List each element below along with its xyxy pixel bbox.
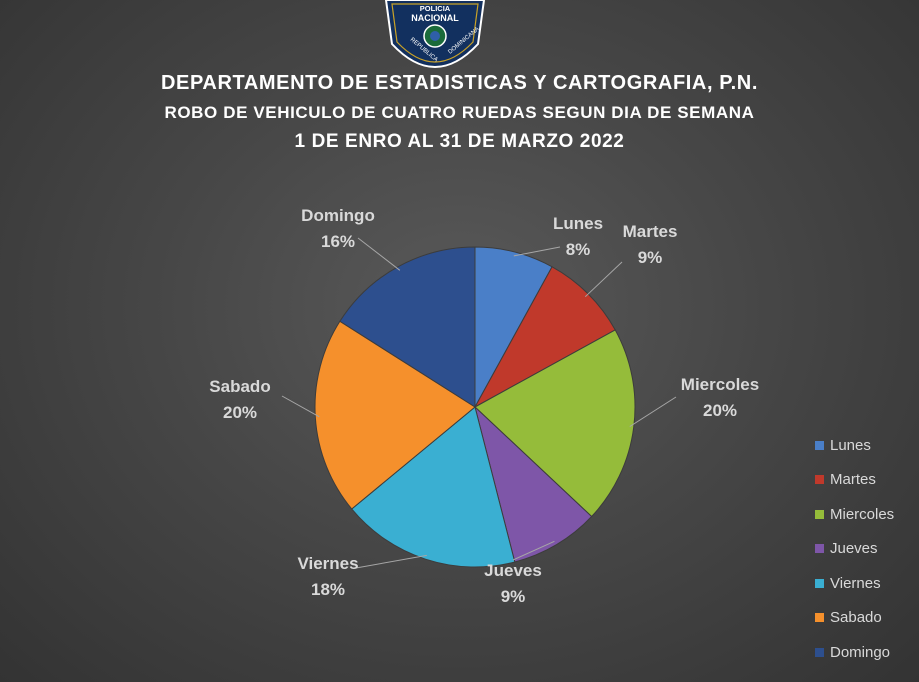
leader-line-miercoles <box>629 396 677 427</box>
logo-line2: NACIONAL <box>411 13 459 23</box>
legend-item-viernes: Viernes <box>815 566 919 601</box>
data-label-lunes: Lunes 8% <box>553 214 603 259</box>
pie-slice-domingo <box>339 246 476 408</box>
pie-slice-sabado <box>314 320 476 510</box>
legend-label: Lunes <box>830 436 871 454</box>
data-label-domingo: Domingo 16% <box>301 206 375 251</box>
leader-line-viernes <box>355 554 427 569</box>
legend-label: Jueves <box>830 540 878 558</box>
legend-swatch <box>815 544 824 554</box>
legend-item-lunes: Lunes <box>815 428 919 463</box>
legend-swatch <box>815 578 824 588</box>
legend-label: Miercoles <box>830 505 895 523</box>
legend-label: Martes <box>830 471 876 489</box>
chart-title-line3: 1 DE ENRO AL 31 DE MARZO 2022 <box>294 131 625 152</box>
leader-line-jueves <box>512 540 555 561</box>
chart-title-line1: DEPARTAMENTO DE ESTADISTICAS Y CARTOGRAF… <box>160 72 758 94</box>
chart-title-line2: ROBO DE VEHICULO DE CUATRO RUEDAS SEGUN … <box>164 103 755 122</box>
legend-swatch <box>815 613 824 623</box>
legend-item-sabado: Sabado <box>815 601 919 636</box>
legend-item-martes: Martes <box>815 463 919 498</box>
pie-slice-jueves <box>474 405 593 563</box>
data-label-jueves: Jueves 9% <box>484 561 542 606</box>
legend-swatch <box>815 475 824 485</box>
logo-line1: POLICIA <box>420 4 451 13</box>
pie-slice-viernes <box>351 406 516 568</box>
data-label-martes: Martes 9% <box>623 222 678 267</box>
legend-swatch <box>815 647 824 657</box>
data-label-viernes: Viernes 18% <box>297 554 358 599</box>
leader-line-martes <box>584 261 623 298</box>
legend-item-domingo: Domingo <box>815 635 919 670</box>
data-label-sabado: Sabado 20% <box>209 377 270 422</box>
data-label-miercoles: Miercoles 20% <box>681 375 759 420</box>
leader-line-sabado <box>281 395 320 418</box>
leader-line-lunes <box>513 246 561 257</box>
legend-label: Domingo <box>830 643 891 661</box>
legend-item-miercoles: Miercoles <box>815 497 919 532</box>
legend-item-jueves: Jueves <box>815 532 919 567</box>
pie-slice-miercoles <box>474 329 636 518</box>
legend-label: Sabado <box>830 609 882 627</box>
leader-line-domingo <box>357 237 401 271</box>
legend-swatch <box>815 440 824 450</box>
policia-nacional-logo: POLICIA NACIONAL REPUBLICA DOMINICANA <box>384 0 486 68</box>
chart-legend: Lunes Martes Miercoles Jueves Viernes Sabado D… <box>815 428 919 670</box>
legend-swatch <box>815 509 824 519</box>
legend-label: Viernes <box>830 574 881 592</box>
